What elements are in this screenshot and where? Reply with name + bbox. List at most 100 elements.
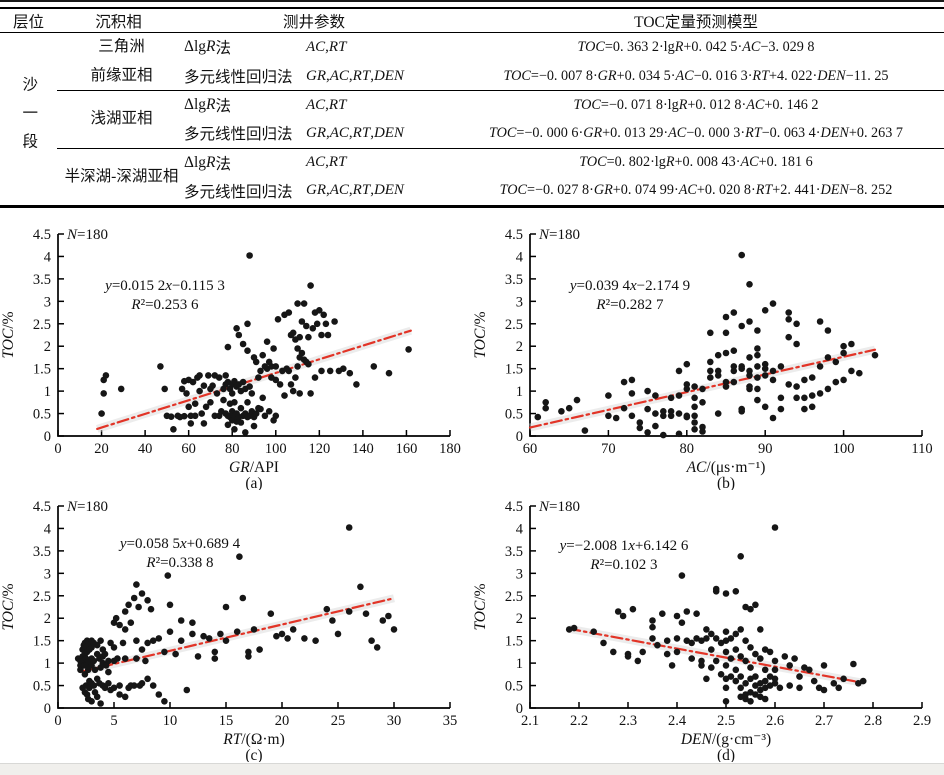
facies-line: 浅湖亚相 xyxy=(90,110,153,128)
svg-text:20: 20 xyxy=(275,713,290,729)
svg-text:1.5: 1.5 xyxy=(33,634,51,650)
svg-text:140: 140 xyxy=(352,441,374,457)
svg-text:2: 2 xyxy=(44,339,51,355)
svg-text:0.5: 0.5 xyxy=(505,679,523,695)
svg-text:2: 2 xyxy=(516,611,523,627)
model-equation-cell: TOC =−0. 007 8· GR +0. 034 5· AC −0. 016 3· RT… xyxy=(503,67,889,84)
svg-text:4: 4 xyxy=(516,249,524,265)
params-cell: GR, AC, RT, DEN xyxy=(306,124,404,141)
svg-text:2.9: 2.9 xyxy=(913,713,931,729)
svg-text:30: 30 xyxy=(387,713,402,729)
axis-ticks xyxy=(529,233,923,437)
sample-count-label: N=180 xyxy=(66,499,108,515)
svg-text:60: 60 xyxy=(181,441,196,457)
method-cell: Δlg R 法 xyxy=(184,38,232,58)
axis-ticks xyxy=(529,505,923,709)
svg-text:3.5: 3.5 xyxy=(505,544,523,560)
params-cell: GR, AC, RT, DEN xyxy=(306,67,404,84)
svg-text:15: 15 xyxy=(219,713,234,729)
strat-unit-cell: 沙一段 xyxy=(0,33,57,205)
subplot-caption: (c) xyxy=(245,747,262,762)
axis-tick-labels: 2.1 2.2 2.3 2.4 2.5 2.6 2.7 2.8 2.9 0 0.5 1 1.5 2 2.5 3… xyxy=(505,499,931,729)
axis-tick-labels: 0 20 40 60 80 100 120 140 160 180 0 0.5 1 1.5 2 2.5 3 3.5… xyxy=(33,227,461,457)
svg-text:2.5: 2.5 xyxy=(505,317,523,333)
scatter-plot-d: 2.1 2.2 2.3 2.4 2.5 2.6 2.7 2.8 2.9 0 0.5 1 1.5 2 2.5 3… xyxy=(472,490,944,764)
axes xyxy=(57,506,450,709)
svg-text:1.5: 1.5 xyxy=(505,362,523,378)
svg-text:2.5: 2.5 xyxy=(33,317,51,333)
svg-text:2.1: 2.1 xyxy=(521,713,539,729)
svg-text:10: 10 xyxy=(163,713,178,729)
svg-text:3: 3 xyxy=(44,294,51,310)
svg-text:3.5: 3.5 xyxy=(33,272,51,288)
y-axis-title: TOC/% xyxy=(472,583,489,630)
strat-unit-label: 沙一段 xyxy=(20,76,38,162)
y-axis-title: TOC/% xyxy=(0,583,17,630)
svg-text:4: 4 xyxy=(516,521,524,537)
axis-tick-labels: 60 70 80 90 100 110 0 0.5 1 1.5 2 2.5 3 3.5 4 4.5 xyxy=(505,227,933,457)
svg-text:0: 0 xyxy=(44,701,51,717)
model-equation-cell: TOC =0. 802·lg R +0. 008 43· AC +0. 181 6 xyxy=(448,147,944,177)
method-cell: 多元线性回归法 xyxy=(184,183,293,201)
model-equation-cell: TOC =0. 363 2·lg R +0. 042 5· AC −3. 029 8 xyxy=(577,38,815,55)
col-header-toc-model: TOC定量预测模型 xyxy=(448,9,944,33)
scatter-plot-a: 0 20 40 60 80 100 120 140 160 180 0 0.5 1 1.5 2 2.5 3 3.5… xyxy=(0,218,472,492)
svg-text:1: 1 xyxy=(516,656,523,672)
svg-text:3: 3 xyxy=(516,566,523,582)
trend-line xyxy=(79,597,396,673)
regression-equation: y=0.039 4x−2.174 9 xyxy=(568,278,690,294)
y-axis-title: TOC/% xyxy=(0,311,17,358)
r-squared-label: R²=0.102 3 xyxy=(589,557,657,573)
svg-text:2.5: 2.5 xyxy=(33,589,51,605)
svg-text:35: 35 xyxy=(443,713,458,729)
svg-text:3.5: 3.5 xyxy=(33,544,51,560)
svg-text:110: 110 xyxy=(911,441,932,457)
subplot-caption: (b) xyxy=(717,475,735,490)
method-cell: 多元线性回归法 xyxy=(184,126,293,144)
svg-text:0.5: 0.5 xyxy=(33,407,51,423)
svg-text:3: 3 xyxy=(44,566,51,582)
svg-text:0: 0 xyxy=(54,441,61,457)
svg-text:2.2: 2.2 xyxy=(570,713,588,729)
scatter-plot-a-canvas: 0 20 40 60 80 100 120 140 160 180 0 0.5 1 1.5 2 2.5 3 3.5… xyxy=(0,227,461,492)
col-header-facies: 沉积相 xyxy=(57,9,180,33)
col-header-log-params: 测井参数 xyxy=(180,9,448,33)
svg-text:1: 1 xyxy=(516,384,523,400)
toc-model-table: 层位 沉积相 测井参数 TOC定量预测模型 沙一段 三角洲 前缘亚相 浅湖亚相 … xyxy=(0,7,944,209)
y-axis-title: TOC/% xyxy=(472,311,489,358)
svg-text:0: 0 xyxy=(54,713,61,729)
scatter-points xyxy=(98,252,412,436)
subplot-caption: (d) xyxy=(717,747,735,762)
svg-text:180: 180 xyxy=(439,441,461,457)
model-equation-cell: TOC =−0. 000 6· GR +0. 013 29· AC −0. 000 3· R… xyxy=(489,124,903,141)
x-axis-title: AC/(μs·m⁻¹) xyxy=(686,459,766,476)
svg-text:1.5: 1.5 xyxy=(505,634,523,650)
svg-text:0: 0 xyxy=(516,701,523,717)
params-cell: AC, RT xyxy=(302,90,448,119)
method-cell: Δlg R 法 xyxy=(180,147,302,177)
svg-text:2.7: 2.7 xyxy=(815,713,833,729)
svg-text:4: 4 xyxy=(44,249,52,265)
scatter-points xyxy=(534,251,879,439)
svg-text:80: 80 xyxy=(680,441,695,457)
page-bottom-edge xyxy=(0,763,944,775)
svg-text:2: 2 xyxy=(44,611,51,627)
sample-count-label: N=180 xyxy=(538,227,580,243)
svg-text:80: 80 xyxy=(225,441,240,457)
svg-text:1.5: 1.5 xyxy=(33,362,51,378)
svg-text:60: 60 xyxy=(523,441,538,457)
scatter-points xyxy=(565,524,867,705)
facies-delta-front: 三角洲 前缘亚相 xyxy=(57,33,180,90)
scatter-plot-b: 60 70 80 90 100 110 0 0.5 1 1.5 2 2.5 3 3.5 4 4.5 N=180 y… xyxy=(472,218,944,492)
svg-text:4.5: 4.5 xyxy=(33,227,51,243)
svg-text:0.5: 0.5 xyxy=(505,407,523,423)
scatter-plot-d-canvas: 2.1 2.2 2.3 2.4 2.5 2.6 2.7 2.8 2.9 0 0.5 1 1.5 2 2.5 3… xyxy=(472,499,931,764)
svg-text:0: 0 xyxy=(44,429,51,445)
svg-text:90: 90 xyxy=(758,441,773,457)
figure-scatter-grid: 0 20 40 60 80 100 120 140 160 180 0 0.5 1 1.5 2 2.5 3 3.5… xyxy=(0,218,944,764)
facies-shallow-lake: 浅湖亚相 xyxy=(57,90,180,147)
facies-line: 前缘亚相 xyxy=(90,66,153,84)
svg-text:2: 2 xyxy=(516,339,523,355)
svg-text:3.5: 3.5 xyxy=(505,272,523,288)
scatter-plot-c: 0 5 10 15 20 25 30 35 0 0.5 1 1.5 2 2.5 3 3.5 4 4.5 N=180 y… xyxy=(0,490,472,764)
